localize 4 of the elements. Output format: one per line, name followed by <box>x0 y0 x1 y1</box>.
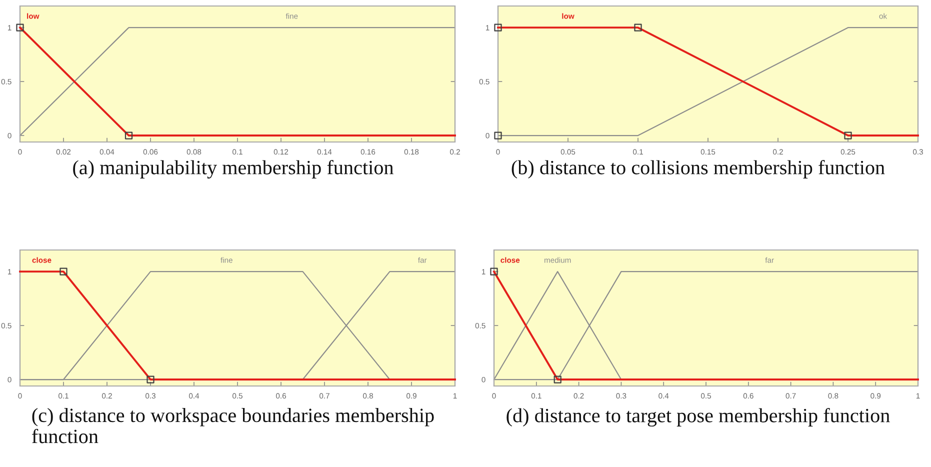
text: (b) distance to collisions membership function <box>512 160 885 178</box>
text: (d) distance to target pose membership function <box>506 408 890 427</box>
text: (c) distance to workspace boundaries membership function <box>32 408 434 444</box>
text: (a) manipulability membership function <box>73 160 394 179</box>
